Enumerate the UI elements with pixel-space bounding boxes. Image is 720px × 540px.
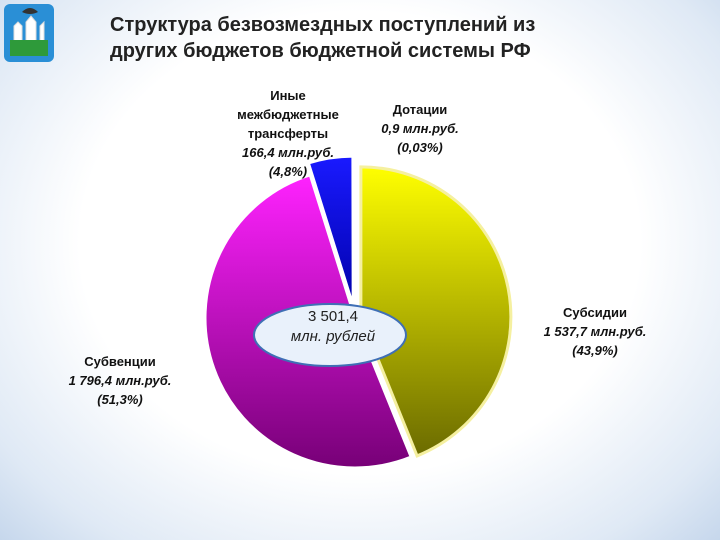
category-label: Дотации — [392, 102, 448, 117]
value-label: (4,8%) — [268, 164, 308, 179]
total-label: 3 501,4 млн. рублей — [258, 307, 408, 347]
slice-label: Иные межбюджетные трансферты 166,4 млн.ру… — [228, 86, 348, 181]
value-label: (51,3%) — [97, 392, 143, 407]
pie-slice — [306, 154, 355, 307]
total-unit: млн. рублей — [290, 328, 376, 345]
slice-label: Дотации 0,9 млн.руб. (0,03%) — [370, 100, 470, 157]
category-label: Иные межбюджетные трансферты — [237, 88, 339, 141]
category-label: Субсидии — [563, 305, 627, 320]
category-label: Субвенции — [84, 354, 156, 369]
slice-label: Субсидии 1 537,7 млн.руб. (43,9%) — [530, 303, 660, 360]
total-value: 3 501,4 — [307, 308, 359, 325]
amount-label: 1 537,7 млн.руб. — [543, 324, 647, 339]
chart-title: Структура безвозмездных поступлений из д… — [110, 14, 536, 62]
amount-label: 1 796,4 млн.руб. — [68, 373, 172, 388]
amount-label: 166,4 млн.руб. — [242, 145, 334, 160]
amount-label: 0,9 млн.руб. — [381, 121, 459, 136]
logo — [4, 4, 54, 62]
value-label: (43,9%) — [572, 343, 618, 358]
pie-slice — [359, 165, 513, 458]
total-ellipse — [253, 303, 407, 367]
value-label: (0,03%) — [397, 140, 443, 155]
slice-label: Субвенции 1 796,4 млн.руб. (51,3%) — [55, 352, 185, 409]
